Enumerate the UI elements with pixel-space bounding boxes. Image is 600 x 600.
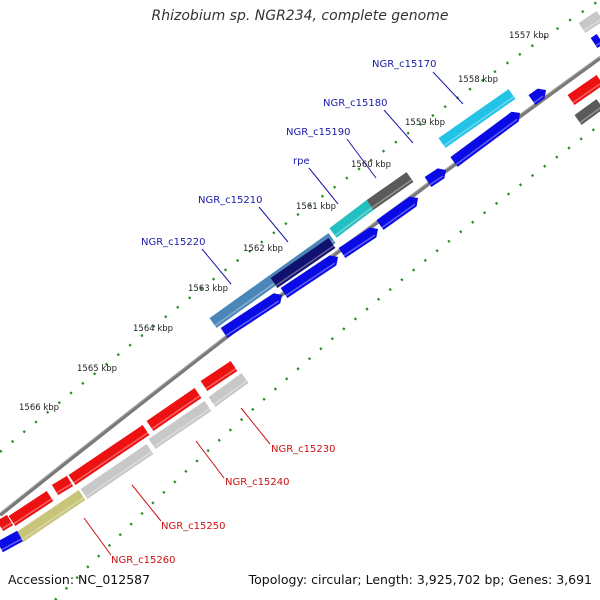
inner-tick-ring	[54, 124, 600, 600]
cds-bar-left-edge	[0, 530, 23, 553]
cds-bar-red-right	[567, 75, 600, 105]
cds-bar-ngr-c15190-highlight	[381, 203, 416, 229]
cds-bar-ngr-c15255-highlight	[56, 483, 73, 494]
tick-label: 1561 kbp	[296, 202, 336, 212]
gene-label-plus: NGR_c15180	[323, 98, 388, 109]
gene-label-minus: NGR_c15260	[111, 555, 176, 566]
tick-label: 1559 kbp	[405, 118, 445, 128]
cds-bar-ngr-c15260	[8, 490, 54, 527]
cds-bar-ngr-c15255	[51, 475, 74, 496]
gene-label-plus: NGR_c15190	[286, 127, 351, 138]
cog-bar-ngr-c15260-highlight	[21, 497, 85, 541]
cds-bar-edge	[590, 34, 600, 48]
cds-bar-ngr-c15190	[376, 196, 418, 230]
gene-label-leader	[195, 440, 225, 479]
gene-label-leader	[131, 484, 162, 522]
cog-bar-dark-right-highlight	[579, 107, 600, 124]
cds-bar-ngr-c15170	[450, 111, 520, 167]
gene-label-minus: NGR_c15240	[225, 477, 290, 488]
feature-tracks	[0, 11, 600, 553]
gray-bar-ngr-c15240-highlight	[153, 408, 211, 448]
cds-bar-left-edge-highlight	[1, 538, 22, 551]
cds-bar-rpe-highlight	[343, 234, 376, 257]
cds-bar-ngr-c15210-highlight	[285, 262, 336, 297]
gene-label-leader	[346, 138, 377, 179]
cog-bar-rpe-highlight	[334, 207, 373, 237]
cog-bar-ngr-c15260	[16, 490, 86, 542]
cds-bar-ngr-c15230	[200, 361, 238, 391]
genome-title: Rhizobium sp. NGR234, complete genome	[151, 8, 449, 24]
gene-label-leader	[308, 167, 339, 205]
gene-label-plus: NGR_c15220	[141, 237, 206, 248]
cog-bar-ngr-c15190	[366, 172, 414, 210]
cds-bar-ngr-c15180	[424, 168, 446, 187]
cds-bar-ngr-c15220-highlight	[225, 300, 280, 337]
cds-bar-red-right-highlight	[572, 83, 600, 104]
tick-label: 1560 kbp	[351, 160, 391, 170]
tick-label: 1565 kbp	[77, 364, 117, 374]
cds-bar-edge-left	[0, 514, 14, 532]
gray-bar-ngr-c15230	[208, 373, 249, 407]
cds-bar-rpe	[338, 227, 378, 258]
gene-label-minus: NGR_c15230	[271, 444, 336, 455]
gene-label-leader	[240, 407, 271, 445]
gene-label-minus: NGR_c15250	[161, 521, 226, 532]
gene-label-leader	[201, 248, 232, 285]
cog-bar-rpe	[329, 200, 374, 238]
cds-bar-next-highlight	[533, 95, 544, 104]
gene-label-leader	[83, 517, 112, 556]
gene-label-plus: rpe	[293, 156, 310, 167]
gray-bar-ngr-c15250-highlight	[85, 451, 153, 498]
gene-label-leader	[258, 206, 289, 243]
gray-bar-ngr-c15250	[80, 444, 154, 499]
cds-bar-ngr-c15250-highlight	[73, 432, 149, 484]
outer-tick-ring	[0, 0, 600, 453]
tick-label: 1562 kbp	[243, 244, 283, 254]
cog-bar-ngr-c15170-highlight	[443, 96, 515, 147]
cds-bar-ngr-c15220	[220, 293, 282, 339]
cds-bar-ngr-c15170-highlight	[455, 118, 518, 166]
cds-bar-ngr-c15180-highlight	[429, 175, 444, 186]
tick-label: 1558 kbp	[458, 75, 498, 85]
rna-bar-top-right	[578, 11, 600, 33]
cds-bar-ngr-c15230-highlight	[205, 368, 237, 390]
accession-text: Accession: NC_012587	[8, 572, 151, 587]
cds-bar-ngr-c15240	[146, 388, 202, 431]
rna-bar-top-right-highlight	[583, 19, 600, 32]
cog-bar-ngr-c15210-dark-highlight	[275, 245, 335, 287]
gene-label-plus: NGR_c15210	[198, 195, 263, 206]
cog-bar-ngr-c15210-dark	[270, 238, 336, 288]
topology-summary-text: Topology: circular; Length: 3,925,702 bp…	[248, 572, 592, 587]
gray-bar-ngr-c15230-highlight	[213, 380, 248, 406]
cds-bar-next	[528, 88, 546, 105]
tick-label: 1566 kbp	[19, 403, 59, 413]
gray-bar-ngr-c15240	[148, 401, 212, 449]
tick-labels: 1557 kbp 1558 kbp 1559 kbp 1560 kbp 1561 kbp…	[19, 31, 549, 413]
cog-bar-ngr-c15170	[438, 89, 516, 148]
cog-bar-ngr-c15190-highlight	[371, 179, 413, 209]
tick-label: 1564 kbp	[133, 324, 173, 334]
gene-label-plus: NGR_c15170	[372, 59, 437, 70]
tick-label: 1563 kbp	[188, 284, 228, 294]
tick-label: 1557 kbp	[509, 31, 549, 41]
cds-bar-ngr-c15250	[68, 425, 150, 485]
cds-bar-edge-left-highlight	[1, 522, 13, 530]
gene-label-leader	[432, 71, 464, 105]
cds-bar-edge-highlight	[595, 42, 600, 47]
cds-bar-ngr-c15210	[280, 255, 338, 298]
cds-bar-ngr-c15260-highlight	[13, 498, 53, 525]
cog-bar-dark-right	[574, 99, 600, 125]
cds-bar-ngr-c15240-highlight	[151, 395, 201, 430]
gene-label-leader	[383, 109, 414, 144]
